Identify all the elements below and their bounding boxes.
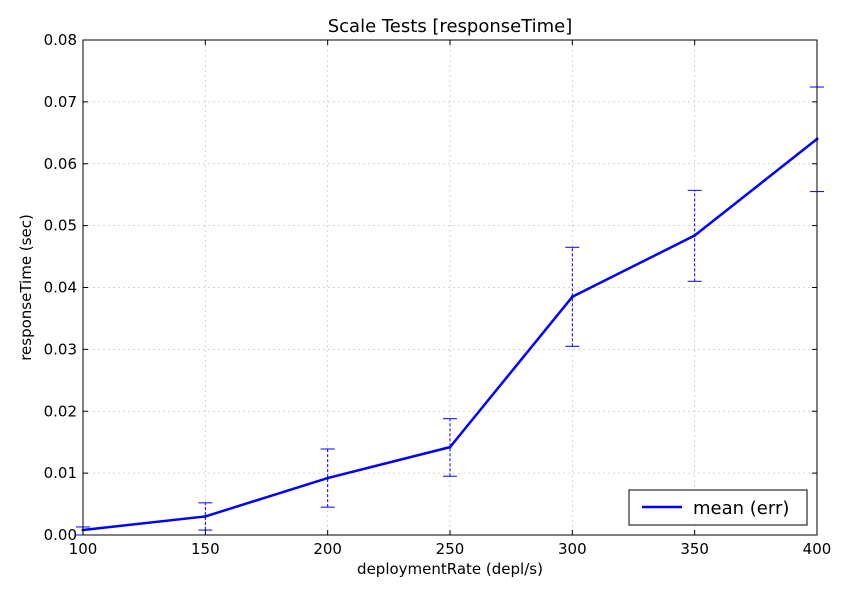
y-tick-label: 0.07 xyxy=(44,93,77,111)
x-tick-label: 150 xyxy=(191,540,220,558)
y-tick-label: 0.03 xyxy=(44,340,77,358)
x-tick-label: 100 xyxy=(69,540,98,558)
series-lines xyxy=(81,137,819,532)
x-axis-label: deploymentRate (depl/s) xyxy=(357,560,543,578)
x-tick-label: 400 xyxy=(803,540,832,558)
x-tick-label: 200 xyxy=(313,540,342,558)
data-point xyxy=(326,476,330,480)
y-tick-label: 0.05 xyxy=(44,217,77,235)
tick-labels: 100 150 200 250 300 350 400 0.00 0.01 0.02 0.03 0.0… xyxy=(44,31,832,558)
chart-title: Scale Tests [responseTime] xyxy=(328,16,573,37)
legend-label: mean (err) xyxy=(693,498,789,519)
data-point xyxy=(693,234,697,238)
x-tick-label: 300 xyxy=(558,540,587,558)
x-tick-label: 350 xyxy=(680,540,709,558)
y-tick-label: 0.08 xyxy=(44,31,77,49)
ticks xyxy=(82,39,818,536)
y-tick-label: 0.01 xyxy=(44,464,77,482)
y-axis-label: responseTime (sec) xyxy=(17,214,35,361)
y-tick-label: 0.00 xyxy=(44,526,77,544)
data-point xyxy=(570,295,574,299)
y-tick-label: 0.02 xyxy=(44,402,77,420)
y-tick-label: 0.04 xyxy=(44,279,77,297)
data-point xyxy=(448,445,452,449)
y-tick-label: 0.06 xyxy=(44,155,77,173)
legend: mean (err) xyxy=(628,489,808,526)
x-tick-label: 250 xyxy=(436,540,465,558)
data-point xyxy=(203,514,207,518)
